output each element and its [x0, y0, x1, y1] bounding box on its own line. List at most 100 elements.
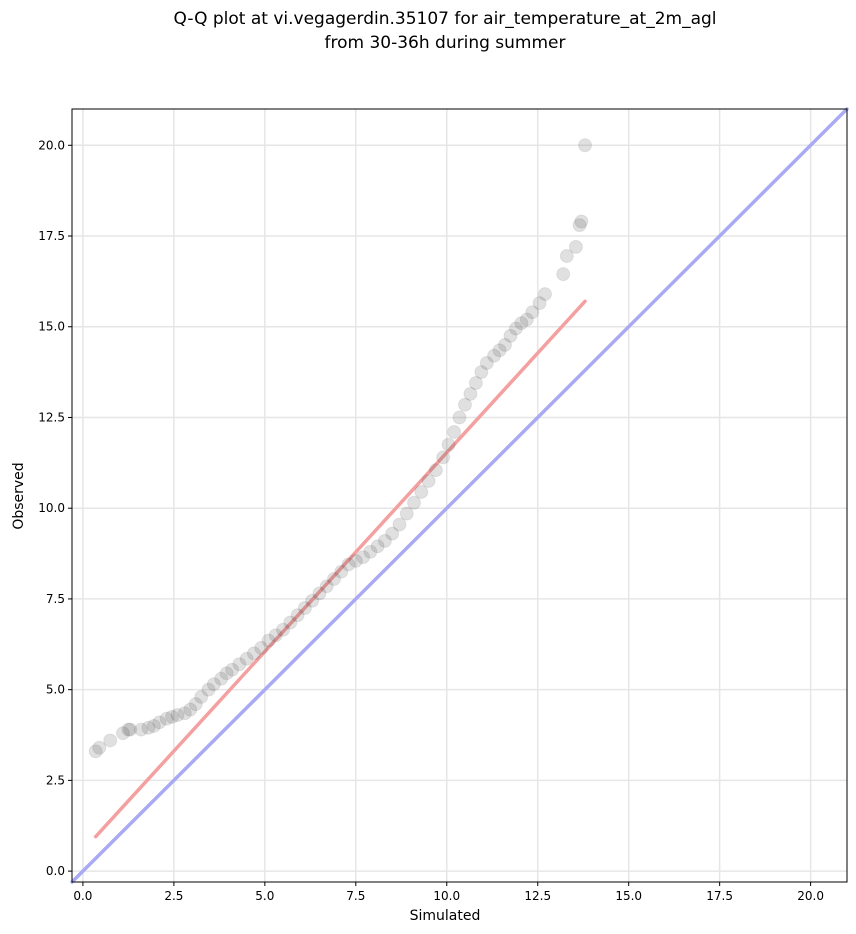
quantile-point	[559, 248, 574, 263]
quantile-point	[457, 397, 472, 412]
x-tick-label: 7.5	[346, 889, 365, 903]
x-tick-label: 5.0	[255, 889, 274, 903]
quantile-point	[463, 386, 478, 401]
quantile-point	[574, 214, 589, 229]
fit-line	[93, 299, 587, 839]
quantile-point	[123, 722, 138, 737]
y-axis-label: Observed	[11, 462, 27, 529]
axis-ticks: 0.0 2.5 5.0 7.5 10.0 12.5 15.0 17.5 20.0 0.0 2.5 5.…	[38, 138, 824, 903]
x-tick-label: 0.0	[73, 889, 92, 903]
quantile-point	[141, 720, 156, 735]
quantile-point	[519, 312, 534, 327]
quantile-point	[514, 316, 529, 331]
quantile-point	[115, 726, 130, 741]
quantile-points	[88, 138, 593, 759]
quantile-point	[88, 744, 103, 759]
quantile-point	[177, 706, 192, 721]
x-tick-label: 12.5	[524, 889, 551, 903]
quantile-point	[312, 586, 327, 601]
quantile-point	[479, 356, 494, 371]
quantile-point	[103, 733, 118, 748]
quantile-point	[246, 646, 261, 661]
x-tick-label: 10.0	[433, 889, 460, 903]
y-tick-label: 17.5	[38, 229, 65, 243]
quantile-point	[305, 593, 320, 608]
quantile-point	[146, 718, 161, 733]
y-tick-label: 2.5	[46, 773, 65, 787]
quantile-point	[165, 709, 180, 724]
quantile-point	[170, 708, 185, 723]
y-tick-label: 5.0	[46, 683, 65, 697]
quantile-point	[152, 715, 167, 730]
quantile-point	[341, 557, 356, 572]
quantile-point	[268, 628, 283, 643]
y-tick-label: 15.0	[38, 320, 65, 334]
y-tick-label: 0.0	[46, 864, 65, 878]
quantile-point	[538, 287, 553, 302]
quantile-point	[134, 722, 149, 737]
quantile-point	[441, 437, 456, 452]
quantile-point	[452, 410, 467, 425]
quantile-point	[392, 517, 407, 532]
quantile-point	[159, 711, 174, 726]
y-tick-label: 7.5	[46, 592, 65, 606]
chart-title-line2: from 30-36h during summer	[325, 33, 566, 53]
x-tick-label: 20.0	[797, 889, 824, 903]
quantile-point	[363, 544, 378, 559]
quantile-point	[532, 296, 547, 311]
quantile-point	[370, 539, 385, 554]
quantile-point	[194, 689, 209, 704]
quantile-point	[436, 450, 451, 465]
x-tick-label: 15.0	[615, 889, 642, 903]
chart-title-line1: Q-Q plot at vi.vegagerdin.35107 for air_…	[173, 9, 716, 29]
identity-line	[70, 107, 849, 884]
quantile-point	[487, 348, 502, 363]
quantile-point	[356, 550, 371, 565]
y-tick-label: 10.0	[38, 501, 65, 515]
quantile-point	[225, 662, 240, 677]
quantile-point	[290, 608, 305, 623]
quantile-point	[497, 337, 512, 352]
quantile-point	[261, 633, 276, 648]
quantile-point	[508, 321, 523, 336]
quantile-point	[254, 640, 269, 655]
quantile-point	[492, 343, 507, 358]
quantile-point	[283, 615, 298, 630]
quantile-point	[214, 671, 229, 686]
quantile-point	[421, 473, 436, 488]
x-tick-label: 17.5	[706, 889, 733, 903]
x-axis-label: Simulated	[410, 908, 481, 924]
quantile-point	[407, 495, 422, 510]
quantile-point	[385, 526, 400, 541]
quantile-point	[297, 601, 312, 616]
quantile-point	[556, 267, 571, 282]
quantile-point	[206, 677, 221, 692]
quantile-point	[92, 740, 107, 755]
quantile-point	[377, 533, 392, 548]
quantile-point	[414, 484, 429, 499]
quantile-point	[276, 622, 291, 637]
quantile-point	[525, 305, 540, 320]
quantile-point	[334, 564, 349, 579]
quantile-point	[428, 463, 443, 478]
quantile-point	[399, 506, 414, 521]
quantile-point	[348, 553, 363, 568]
quantile-point	[239, 651, 254, 666]
quantile-point	[121, 722, 136, 737]
quantile-point	[319, 579, 334, 594]
quantile-point	[447, 424, 462, 439]
quantile-point	[326, 571, 341, 586]
y-tick-label: 12.5	[38, 410, 65, 424]
fit-line-layer	[93, 299, 587, 839]
quantile-point	[201, 682, 216, 697]
x-tick-label: 2.5	[164, 889, 183, 903]
plot-frame	[71, 108, 848, 883]
quantile-point	[568, 239, 583, 254]
quantile-point	[232, 657, 247, 672]
quantile-point	[474, 365, 489, 380]
quantile-point	[503, 328, 518, 343]
quantile-point	[578, 138, 593, 153]
quantile-point	[572, 218, 587, 233]
quantile-point	[219, 666, 234, 681]
